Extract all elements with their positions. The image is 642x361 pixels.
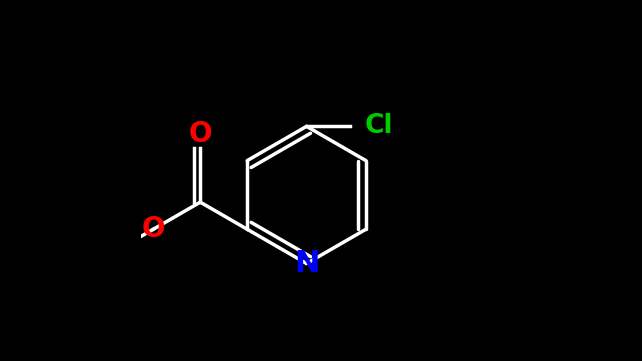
Text: O: O — [189, 120, 212, 148]
Text: O: O — [142, 215, 165, 243]
Text: Cl: Cl — [364, 113, 393, 139]
Text: N: N — [294, 249, 319, 278]
